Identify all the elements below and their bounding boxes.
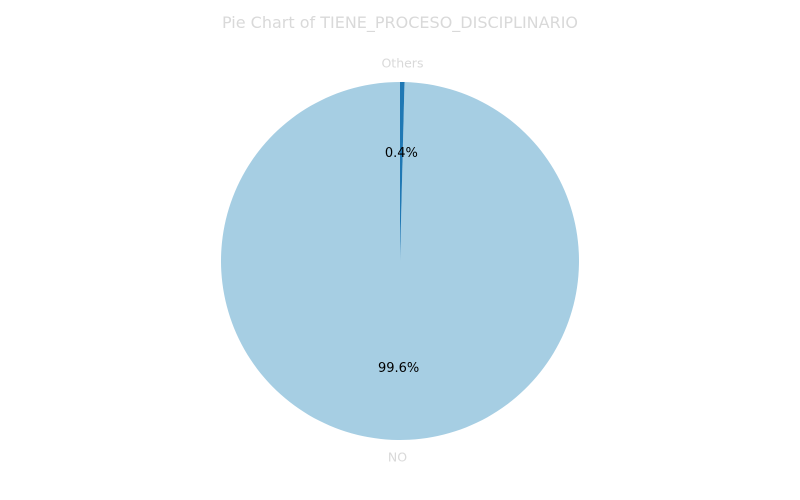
pie-slice-no <box>220 82 579 440</box>
pie-slices <box>220 82 579 440</box>
slice-label-others: Others <box>381 56 423 71</box>
pie-slice-others <box>400 82 405 261</box>
pie-labels: NO 99.6% Others 0.4% <box>378 56 423 465</box>
slice-label-no: NO <box>388 449 407 464</box>
chart-title: Pie Chart of TIENE_PROCESO_DISCIPLINARIO <box>222 13 578 33</box>
pct-label-others: 0.4% <box>385 146 418 161</box>
pct-label-no: 99.6% <box>378 361 419 376</box>
